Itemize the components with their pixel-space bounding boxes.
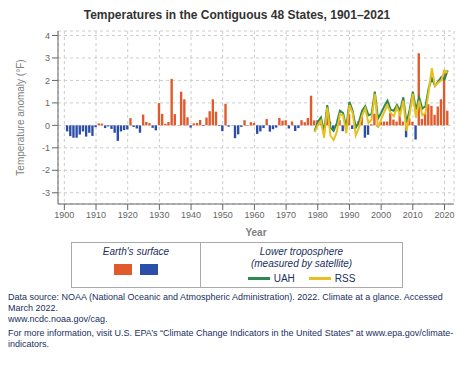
html-text:Data source: NOAA (National Oc: Data source: NOAA (National Oceanic and … bbox=[8, 292, 446, 324]
svg-text:Year: Year bbox=[245, 227, 266, 238]
svg-text:1930: 1930 bbox=[149, 210, 169, 220]
svg-text:1980: 1980 bbox=[308, 210, 328, 220]
svg-text:2010: 2010 bbox=[403, 210, 423, 220]
svg-text:1970: 1970 bbox=[276, 210, 296, 220]
svg-text:1960: 1960 bbox=[244, 210, 264, 220]
svg-text:-1: -1 bbox=[42, 143, 50, 153]
svg-text:1900: 1900 bbox=[54, 210, 74, 220]
svg-text:3: 3 bbox=[45, 53, 50, 63]
svg-text:2: 2 bbox=[45, 76, 50, 86]
html-text:Lower troposphere: Lower troposphere bbox=[259, 246, 344, 257]
svg-text:1940: 1940 bbox=[181, 210, 201, 220]
svg-text:1990: 1990 bbox=[339, 210, 359, 220]
svg-text:1920: 1920 bbox=[118, 210, 138, 220]
svg-text:-3: -3 bbox=[42, 188, 50, 198]
svg-text:-2: -2 bbox=[42, 165, 50, 175]
svg-text:0: 0 bbox=[45, 121, 50, 131]
svg-text:1950: 1950 bbox=[213, 210, 233, 220]
svg-text:2000: 2000 bbox=[371, 210, 391, 220]
html-text:Earth's surface: Earth's surface bbox=[102, 246, 170, 257]
svg-text:1: 1 bbox=[45, 98, 50, 108]
html-text:For more information, visit U.: For more information, visit U.S. EPA’s “… bbox=[8, 328, 454, 349]
html-text:UAH: UAH bbox=[273, 273, 295, 284]
html-text:(measured by satellite): (measured by satellite) bbox=[250, 258, 353, 269]
svg-text:2020: 2020 bbox=[434, 210, 454, 220]
svg-text:1910: 1910 bbox=[86, 210, 106, 220]
svg-text:4: 4 bbox=[45, 31, 50, 41]
html-text:Temperatures in the Contiguous: Temperatures in the Contiguous 48 States… bbox=[83, 8, 391, 22]
svg-text:Temperature anomaly (°F): Temperature anomaly (°F) bbox=[15, 59, 26, 175]
html-text:RSS: RSS bbox=[334, 273, 356, 284]
